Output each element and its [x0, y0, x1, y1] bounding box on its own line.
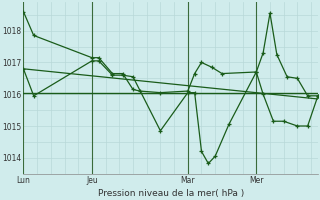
X-axis label: Pression niveau de la mer( hPa ): Pression niveau de la mer( hPa ): [98, 189, 244, 198]
